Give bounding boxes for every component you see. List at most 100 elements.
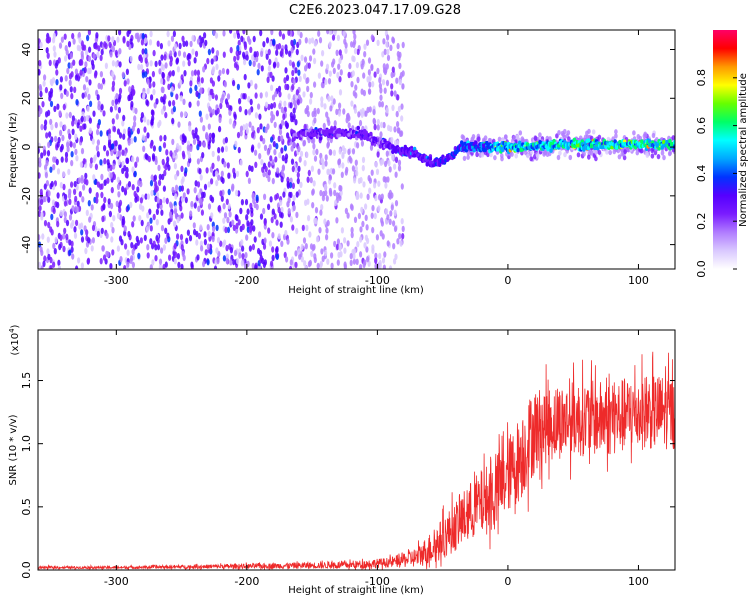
spectrogram-noise-blob <box>291 83 295 91</box>
spectrogram-noise-blob <box>160 108 164 115</box>
spectrogram-noise-blob <box>99 130 103 137</box>
spectrogram-noise-blob <box>382 67 387 74</box>
spectrogram-noise-blob <box>154 244 158 251</box>
spectrogram-noise-blob <box>39 90 43 98</box>
spectrogram-noise-blob <box>211 132 215 139</box>
spectrogram-noise-blob <box>60 156 64 163</box>
spectrogram-noise-blob <box>389 44 393 51</box>
spectrogram-noise-blob <box>275 253 279 260</box>
spectrogram-halo-blob <box>597 149 602 155</box>
spectrogram-noise-blob <box>65 233 69 240</box>
spectrogram-noise-blob <box>241 253 245 260</box>
spectrogram-noise-blob <box>295 89 299 96</box>
spectrogram-noise-blob <box>67 41 72 48</box>
spectrogram-noise-blob <box>95 89 99 97</box>
spectrogram-noise-blob <box>361 156 366 164</box>
spectrogram-halo-blob <box>557 130 561 136</box>
spectrogram-noise-blob <box>220 146 225 153</box>
spectrogram-noise-blob <box>213 55 217 62</box>
spectrogram-halo-blob <box>632 130 636 136</box>
spectrogram-noise-blob <box>248 164 252 172</box>
spectrogram-noise-blob <box>64 55 68 62</box>
spectrogram-noise-blob <box>192 222 196 229</box>
spectrogram-noise-blob <box>175 93 179 100</box>
spectrogram-noise-blob <box>180 244 184 251</box>
spectrogram-noise-blob <box>308 38 312 45</box>
spectrogram-noise-blob <box>379 230 383 237</box>
spectrogram-noise-blob <box>211 108 215 116</box>
spectrogram-noise-blob <box>376 118 380 126</box>
spectrogram-noise-blob <box>258 153 262 160</box>
spectrogram-noise-blob <box>326 142 330 149</box>
spectrogram-noise-blob <box>263 259 267 266</box>
spectrogram-noise-blob <box>106 251 110 258</box>
spectrogram-noise-blob <box>88 79 92 86</box>
spectrogram-noise-blob <box>182 40 186 47</box>
spectrogram-noise-blob <box>194 132 198 139</box>
spectrogram-noise-blob <box>112 126 117 133</box>
spectrogram-noise-blob <box>179 233 184 241</box>
spectrogram-noise-blob <box>164 111 168 119</box>
spectrogram-noise-blob <box>143 234 147 242</box>
spectrogram-noise-blob <box>87 67 91 75</box>
spectrogram-noise-blob <box>58 243 62 251</box>
spectrogram-noise-blob <box>264 101 269 109</box>
spectrogram-halo-blob <box>560 130 565 136</box>
spectrogram-noise-blob <box>184 167 188 174</box>
spectrogram-noise-blob <box>299 181 303 188</box>
spectrogram-noise-blob <box>275 219 279 226</box>
spectrogram-noise-blob <box>150 109 154 116</box>
spectrogram-noise-blob <box>297 248 301 255</box>
spectrogram-noise-blob <box>362 261 366 269</box>
spectrogram-noise-blob <box>390 90 394 97</box>
spectrogram-noise-blob <box>118 206 122 213</box>
spectrogram-noise-blob <box>306 85 310 93</box>
spectrogram-noise-blob <box>162 185 166 192</box>
spectrogram-noise-blob <box>289 259 293 266</box>
spectrogram-noise-blob <box>65 49 69 56</box>
spectrogram-noise-blob <box>209 88 213 96</box>
spectrogram-noise-blob <box>109 263 113 269</box>
colorbar-tick-label: 0.4 <box>695 165 708 183</box>
spectrogram-noise-blob <box>172 105 176 113</box>
spectrogram-noise-blob <box>366 76 370 83</box>
spectrogram-noise-blob <box>228 109 232 116</box>
spectrogram-noise-blob <box>316 107 320 115</box>
spectrogram-noise-blob <box>329 105 333 112</box>
spectrogram-noise-blob <box>300 256 304 263</box>
spectrogram-noise-blob <box>114 61 118 68</box>
spectrogram-noise-blob <box>75 265 79 269</box>
spectrogram-noise-blob <box>53 51 57 58</box>
spectrogram-noise-blob <box>77 177 81 184</box>
spectrogram-noise-blob <box>91 224 96 232</box>
spectrogram-noise-blob <box>135 156 140 163</box>
spectrogram-noise-blob <box>40 198 44 205</box>
spectrogram-noise-blob <box>122 37 126 44</box>
spectrogram-noise-blob <box>76 122 80 129</box>
spectrogram-noise-blob <box>43 74 47 81</box>
spectrogram-noise-blob <box>50 213 54 221</box>
spectrogram-noise-blob <box>49 100 54 108</box>
spectrogram-noise-blob <box>134 196 138 203</box>
spectrogram-noise-blob <box>122 133 126 140</box>
spectrogram-noise-blob <box>309 98 313 105</box>
spectrogram-noise-blob <box>269 196 273 203</box>
spectrogram-noise-blob <box>292 194 296 202</box>
spectrogram-noise-blob <box>249 79 253 87</box>
spectrogram-noise-blob <box>308 55 313 62</box>
spectrogram-noise-blob <box>216 107 220 115</box>
spectrogram-noise-blob <box>193 202 197 209</box>
spectrogram-noise-blob <box>65 219 70 227</box>
spectrogram-noise-blob <box>182 60 186 67</box>
spectrogram-noise-blob <box>210 212 214 219</box>
spectrogram-noise-blob <box>66 67 70 75</box>
spectrogram-noise-blob <box>271 94 276 101</box>
spectrogram-noise-blob <box>361 220 365 228</box>
spectrogram-noise-blob <box>43 183 47 190</box>
spectrogram-noise-blob <box>241 223 245 231</box>
spectrogram-noise-blob <box>359 192 363 199</box>
spectrogram-noise-blob <box>92 53 96 60</box>
spectrogram-noise-blob <box>164 164 168 171</box>
spectrogram-noise-blob <box>310 165 314 172</box>
spectrogram-noise-blob <box>140 63 144 71</box>
